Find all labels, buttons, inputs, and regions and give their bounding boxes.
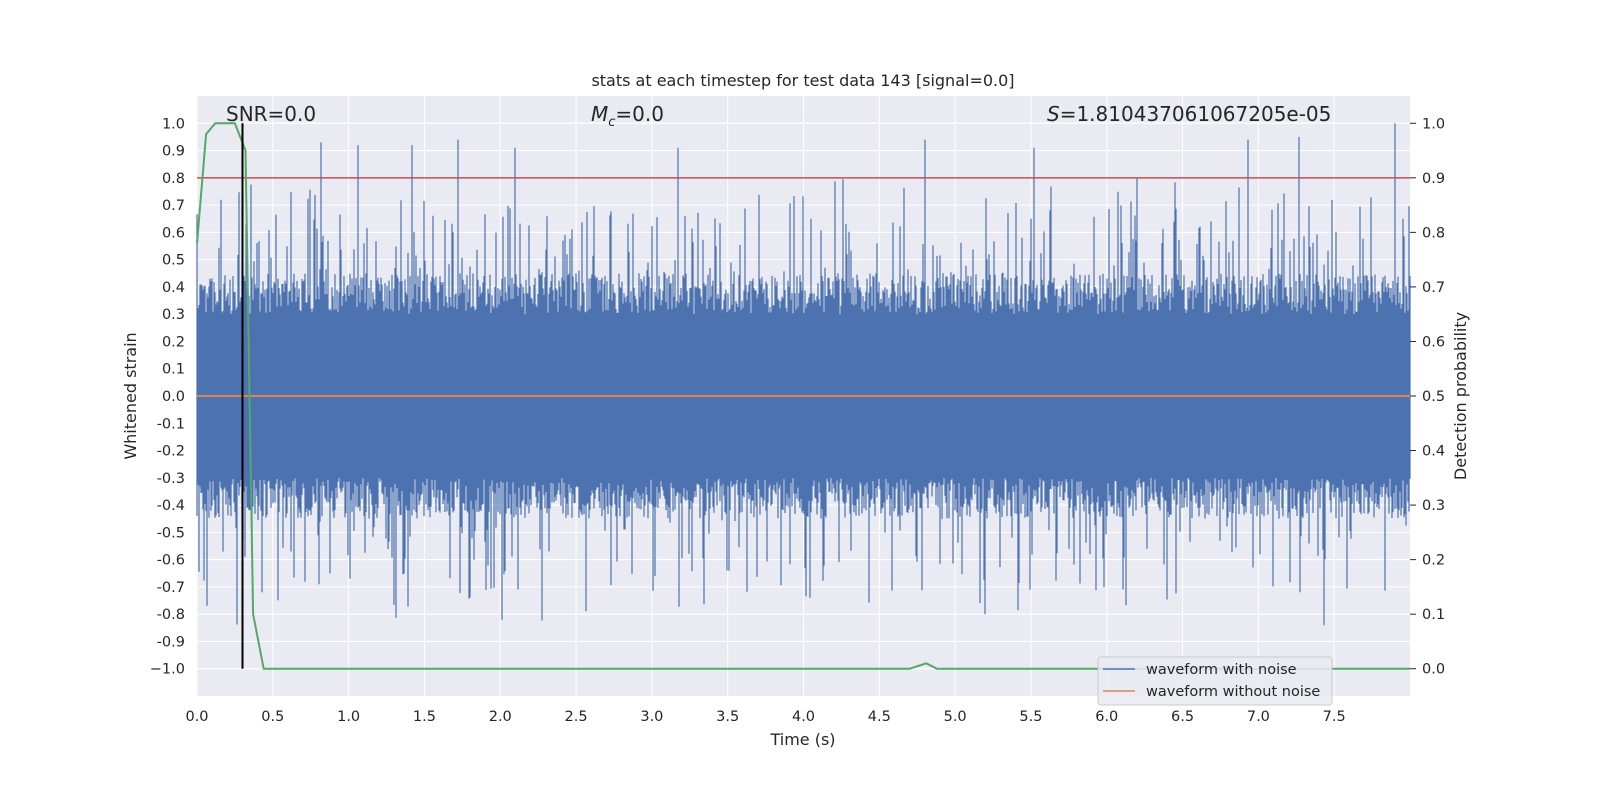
y-tick-label: -0.5 (157, 525, 185, 541)
s-annotation: S=1.810437061067205e-05 (1047, 102, 1331, 126)
y-tick-label: -0.6 (157, 553, 185, 569)
y-tick-label: 0.2 (162, 334, 185, 350)
x-tick-label: 2.5 (565, 709, 588, 725)
y-tick-label: 0.6 (162, 225, 185, 241)
x-axis-label: Time (s) (769, 730, 835, 749)
y-tick-label: -0.1 (157, 416, 185, 432)
y-tick-label: -0.9 (157, 634, 185, 650)
y-tick-label: -0.2 (157, 444, 185, 460)
y2-tick-label: 0.4 (1422, 444, 1445, 460)
y-tick-label: 0.3 (162, 307, 185, 323)
y-tick-label: 0.1 (162, 362, 185, 378)
y2-tick-label: 1.0 (1422, 116, 1445, 132)
mc-subscript: c (608, 115, 615, 130)
y-tick-label: 0.0 (162, 389, 185, 405)
legend-box (1097, 656, 1333, 706)
x-tick-label: 1.5 (413, 709, 436, 725)
y-axis-label: Whitened strain (121, 332, 140, 459)
y-tick-label: 0.7 (162, 198, 185, 214)
y2-tick-label: 0.0 (1422, 662, 1445, 678)
y-tick-label: 0.5 (162, 253, 185, 269)
x-tick-label: 3.5 (716, 709, 739, 725)
y2-axis-ticks: 1.0 0.9 0.8 0.7 0.6 0.5 0.4 0.3 0.2 0.1 0.0 (1410, 116, 1445, 678)
y-tick-label: -0.3 (157, 471, 185, 487)
x-tick-label: 4.0 (792, 709, 815, 725)
y-tick-label: 0.9 (162, 144, 185, 160)
x-tick-label: 6.0 (1095, 709, 1118, 725)
y2-tick-label: 0.1 (1422, 607, 1445, 623)
y2-tick-label: 0.7 (1422, 280, 1445, 296)
y-tick-label: -0.7 (157, 580, 185, 596)
series-lines (196, 122, 1410, 670)
x-axis-ticks: 0.0 0.5 1.0 1.5 2.0 2.5 3.0 3.5 4.0 4.5 5.0 5.5 6.0 6… (185, 709, 1345, 725)
chart-title: stats at each timestep for test data 143… (591, 71, 1014, 90)
y2-tick-label: 0.9 (1422, 171, 1445, 187)
x-tick-label: 6.5 (1171, 709, 1194, 725)
x-tick-label: 5.5 (1019, 709, 1042, 725)
x-tick-label: 7.0 (1247, 709, 1270, 725)
waveform-with-noise-line (196, 123, 1411, 626)
y2-tick-label: 0.8 (1422, 225, 1445, 241)
y2-tick-label: 0.6 (1422, 334, 1445, 350)
y2-tick-label: 0.2 (1422, 553, 1445, 569)
snr-annotation: SNR=0.0 (226, 102, 316, 126)
x-tick-label: 5.0 (944, 709, 967, 725)
series-waveform-with-noise (196, 123, 1411, 626)
x-tick-label: 4.5 (868, 709, 891, 725)
s-symbol: S (1047, 102, 1060, 126)
legend: waveform with noise waveform without noi… (1097, 656, 1333, 706)
y-tick-label: -0.8 (157, 607, 185, 623)
y2-tick-label: 0.3 (1422, 498, 1445, 514)
y-tick-label: -0.4 (157, 498, 185, 514)
x-tick-label: 3.0 (640, 709, 663, 725)
mc-value: =0.0 (615, 102, 664, 126)
legend-label-without-noise: waveform without noise (1146, 684, 1320, 700)
y-axis-ticks: 1.0 0.9 0.8 0.7 0.6 0.5 0.4 0.3 0.2 0.1 0.0 -0.1 -0.… (150, 116, 185, 677)
y2-tick-label: 0.5 (1422, 389, 1445, 405)
mc-annotation: Mc=0.0 (591, 102, 664, 130)
y-tick-label: −1.0 (150, 662, 185, 678)
y-tick-label: 1.0 (162, 116, 185, 132)
legend-label-with-noise: waveform with noise (1146, 662, 1297, 678)
mc-symbol: M (591, 102, 608, 126)
x-tick-label: 2.0 (489, 709, 512, 725)
s-value: =1.810437061067205e-05 (1060, 102, 1332, 126)
y-tick-label: 0.4 (162, 280, 185, 296)
x-tick-label: 7.5 (1323, 709, 1346, 725)
y-tick-label: 0.8 (162, 171, 185, 187)
x-tick-label: 1.0 (337, 709, 360, 725)
x-tick-label: 0.0 (185, 709, 208, 725)
x-tick-label: 0.5 (261, 709, 284, 725)
y2-axis-label: Detection probability (1451, 312, 1470, 480)
detection-probability-line (196, 122, 1410, 670)
